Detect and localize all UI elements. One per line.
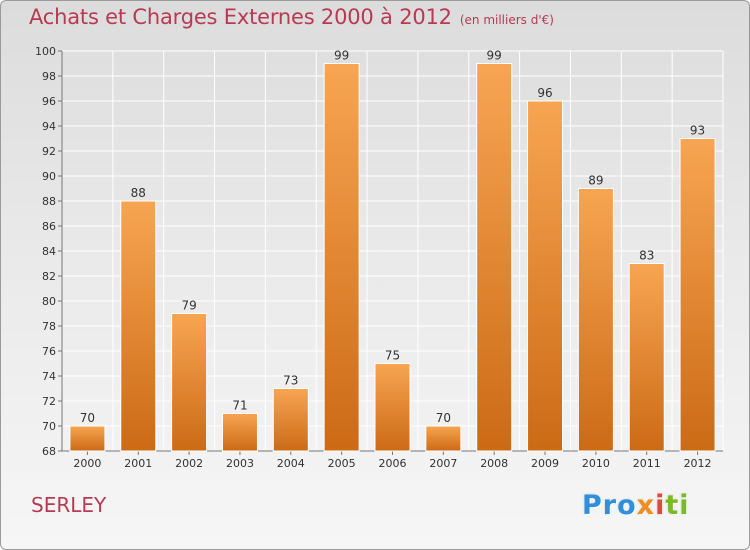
x-tick-label-2007: 2007: [429, 457, 457, 470]
bar-2012: [679, 138, 716, 452]
bar-2010: [577, 188, 614, 452]
bar-2011: [628, 263, 665, 452]
x-tick-label-2002: 2002: [175, 457, 203, 470]
x-tick-label-2005: 2005: [328, 457, 356, 470]
bar-2002: [171, 313, 208, 452]
y-tick-label: 70: [42, 420, 56, 433]
data-label-2007: 70: [436, 411, 451, 425]
data-label-2004: 73: [283, 374, 298, 388]
y-tick-label: 68: [42, 445, 56, 458]
y-tick-label: 80: [42, 295, 56, 308]
y-tick-label: 100: [35, 45, 56, 58]
bar-2008: [476, 63, 513, 452]
chart-title: Achats et Charges Externes 2000 à 2012 (e…: [29, 5, 554, 29]
x-tick-label-2000: 2000: [73, 457, 101, 470]
y-tick-label: 92: [42, 145, 56, 158]
data-label-2006: 75: [385, 349, 400, 363]
data-label-2005: 99: [334, 49, 349, 63]
y-tick-label: 98: [42, 70, 56, 83]
chart-subtitle: (en milliers d'€): [459, 13, 554, 27]
data-label-2001: 88: [131, 186, 146, 200]
bars: [69, 63, 716, 452]
data-label-2011: 83: [639, 249, 654, 263]
bar-2006: [374, 363, 411, 452]
proxiti-logo: Proxiti: [582, 490, 690, 521]
data-label-2002: 79: [181, 299, 196, 313]
data-label-2012: 93: [690, 124, 705, 138]
x-tick-label-2012: 2012: [684, 457, 712, 470]
logo-part-4: ti: [665, 490, 690, 521]
logo-part-2: x: [636, 490, 656, 521]
y-tick-label: 96: [42, 95, 56, 108]
data-label-2010: 89: [588, 174, 603, 188]
y-tick-label: 86: [42, 220, 56, 233]
x-tick-label-2001: 2001: [124, 457, 152, 470]
x-tick-label-2008: 2008: [480, 457, 508, 470]
y-tick-label: 84: [42, 245, 56, 258]
bar-2007: [425, 425, 462, 452]
commune-name: SERLEY: [31, 493, 107, 517]
x-tick-label-2010: 2010: [582, 457, 610, 470]
x-tick-label-2003: 2003: [226, 457, 254, 470]
y-tick-label: 74: [42, 370, 56, 383]
data-label-2008: 99: [487, 49, 502, 63]
bar-2009: [527, 100, 564, 452]
tick-labels: 68 70 72 74 76 78 80 82 84 86 88 90 92 94 96 98 100 2000 2…: [35, 45, 712, 470]
x-tick-label-2004: 2004: [277, 457, 305, 470]
x-tick-label-2011: 2011: [633, 457, 661, 470]
y-tick-label: 76: [42, 345, 56, 358]
data-labels: 70 88 79 71 73 99 75 70 99 96 89 83 93: [80, 49, 705, 426]
data-label-2009: 96: [537, 86, 552, 100]
data-label-2003: 71: [232, 399, 247, 413]
y-tick-label: 82: [42, 270, 56, 283]
y-tick-label: 78: [42, 320, 56, 333]
y-tick-label: 88: [42, 195, 56, 208]
bar-2003: [221, 413, 258, 452]
bar-2004: [272, 388, 309, 452]
y-tick-label: 94: [42, 120, 56, 133]
logo-part-3: i: [655, 490, 666, 521]
x-tick-label-2009: 2009: [531, 457, 559, 470]
bar-2000: [69, 425, 106, 452]
chart-title-text: Achats et Charges Externes 2000 à 2012: [29, 5, 452, 29]
data-label-2000: 70: [80, 411, 95, 425]
bar-2001: [120, 200, 157, 452]
bar-2005: [323, 63, 360, 452]
x-tick-label-2006: 2006: [379, 457, 407, 470]
y-tick-label: 90: [42, 170, 56, 183]
logo-part-1: Pro: [582, 490, 637, 521]
y-tick-label: 72: [42, 395, 56, 408]
